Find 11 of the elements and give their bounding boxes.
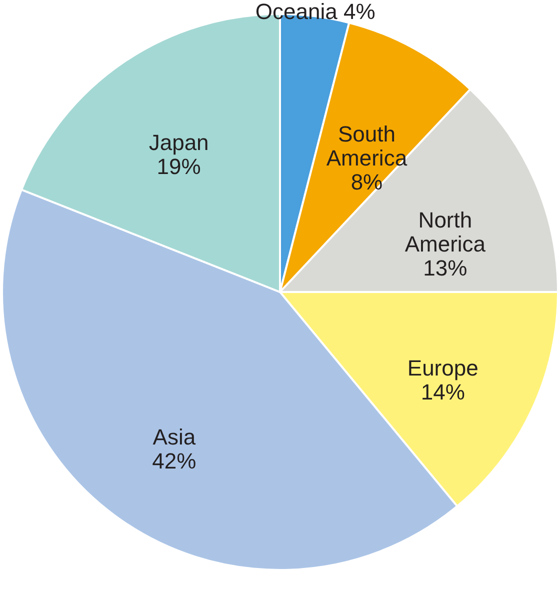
slice-label: Japan (148, 130, 209, 156)
data-label: 42% (152, 448, 196, 474)
data-label: 19% (156, 154, 201, 180)
slice-label: South America (326, 121, 408, 170)
data-label: 14% (420, 380, 465, 405)
slice-label: Europe (407, 356, 478, 381)
slice-label: North America (404, 208, 486, 257)
slice-label: Oceania 4% (255, 0, 376, 24)
slice-label: Asia (152, 424, 196, 450)
data-label: 8% (350, 169, 383, 194)
data-label: 13% (423, 256, 468, 281)
